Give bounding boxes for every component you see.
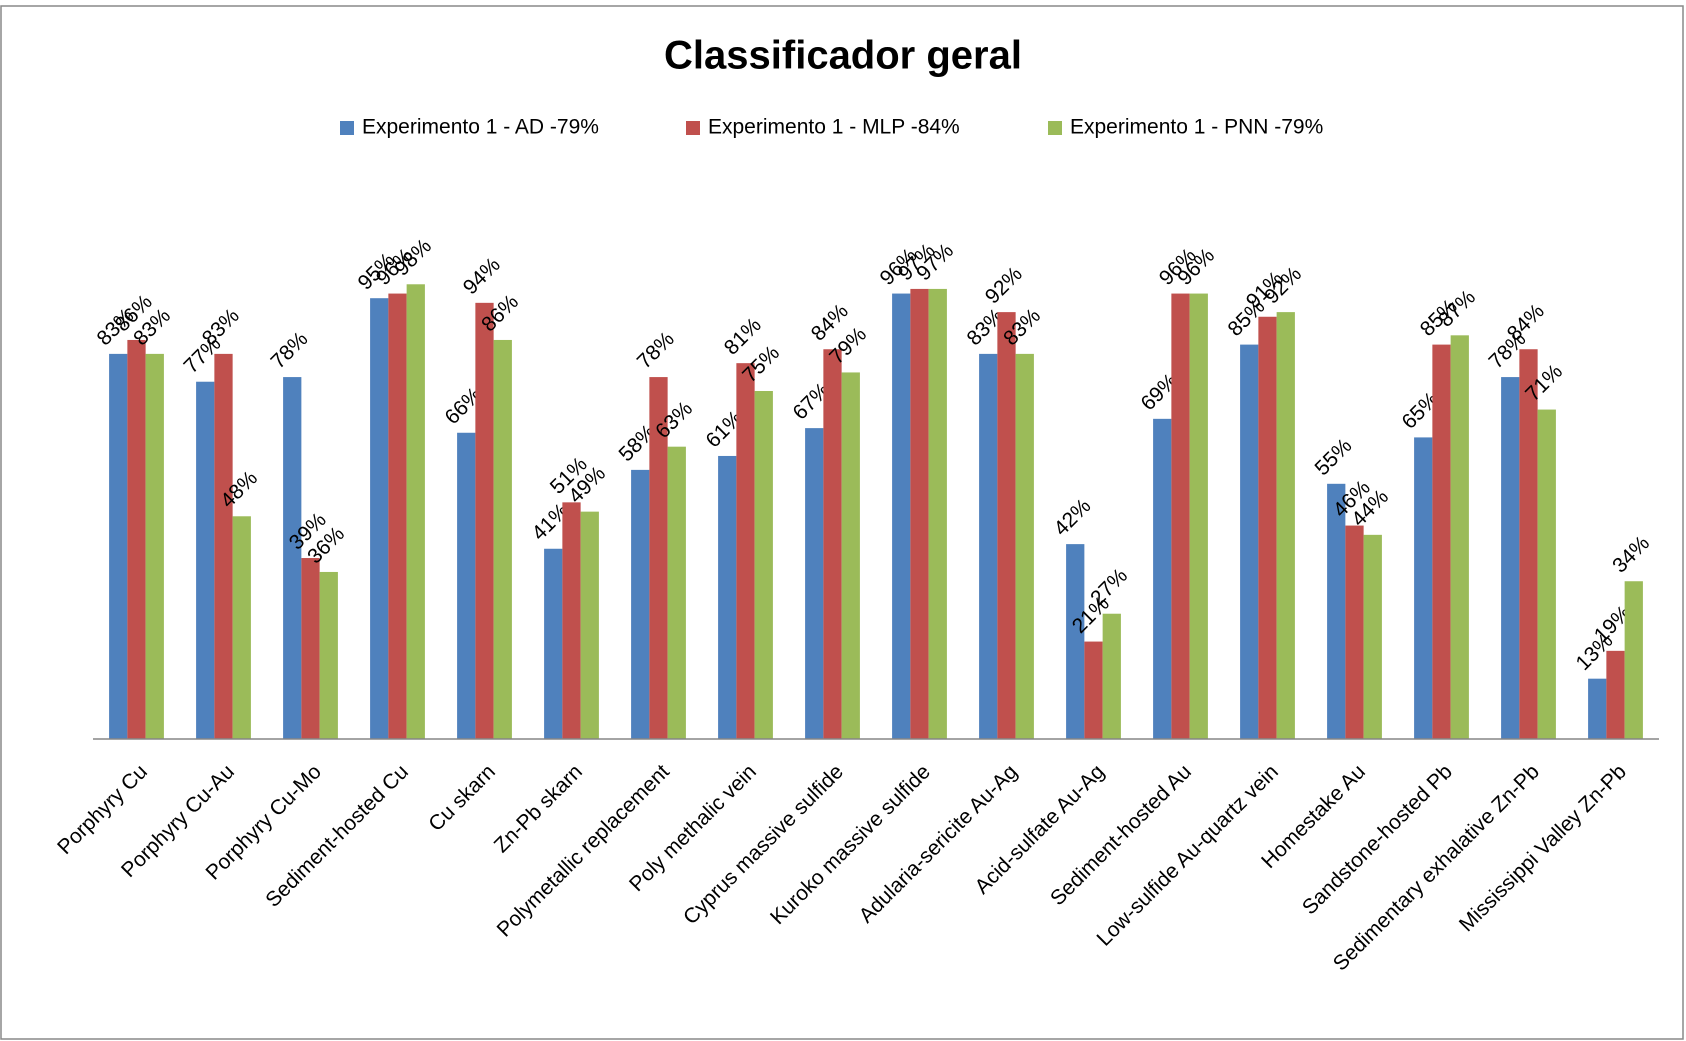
bar xyxy=(910,288,929,739)
bar xyxy=(1537,409,1556,739)
bar xyxy=(1084,641,1103,739)
bar xyxy=(892,293,911,739)
bar xyxy=(1102,613,1121,739)
bar xyxy=(1276,312,1295,739)
bar xyxy=(1240,344,1259,739)
bar xyxy=(736,363,755,739)
bar xyxy=(1432,344,1451,739)
bar xyxy=(1519,349,1538,739)
bar xyxy=(1066,544,1085,739)
legend-swatch xyxy=(686,121,700,135)
chart-title: Classificador geral xyxy=(664,34,1022,78)
bar xyxy=(997,312,1016,739)
bar xyxy=(214,353,233,739)
bar xyxy=(1363,534,1382,739)
bar xyxy=(1588,678,1607,739)
bar xyxy=(928,288,947,739)
bar xyxy=(1414,437,1433,739)
legend-label: Experimento 1 - PNN -79% xyxy=(1070,116,1323,139)
bar xyxy=(493,339,512,739)
bar xyxy=(1624,581,1643,739)
bar xyxy=(1171,293,1190,739)
bar xyxy=(649,377,668,739)
bar xyxy=(1450,335,1469,739)
bar xyxy=(544,548,563,739)
legend-swatch xyxy=(340,121,354,135)
bar xyxy=(718,455,737,739)
bar xyxy=(1258,316,1277,739)
bar xyxy=(1015,353,1034,739)
bar xyxy=(1153,418,1172,739)
legend-label: Experimento 1 - AD -79% xyxy=(362,116,599,139)
bar xyxy=(388,293,407,739)
bar xyxy=(406,284,425,739)
bar xyxy=(232,516,251,739)
bar xyxy=(109,353,128,739)
legend-label: Experimento 1 - MLP -84% xyxy=(708,116,960,139)
bar xyxy=(841,372,860,739)
bar xyxy=(1327,483,1346,739)
bar xyxy=(319,571,338,739)
bar xyxy=(667,446,686,739)
bar xyxy=(979,353,998,739)
bar xyxy=(1606,650,1625,739)
legend-swatch xyxy=(1048,121,1062,135)
bar xyxy=(301,558,320,739)
bar xyxy=(580,511,599,739)
bar xyxy=(1345,525,1364,739)
bar xyxy=(283,377,302,739)
bar xyxy=(475,302,494,739)
bar xyxy=(457,432,476,739)
bar xyxy=(1189,293,1208,739)
bar xyxy=(805,428,824,739)
bar xyxy=(562,502,581,739)
bar xyxy=(631,469,650,739)
bar xyxy=(823,349,842,739)
bar xyxy=(1501,377,1520,739)
bar xyxy=(370,298,389,739)
bar xyxy=(196,381,215,739)
bar xyxy=(127,339,146,739)
bar xyxy=(145,353,164,739)
bar xyxy=(754,391,773,739)
